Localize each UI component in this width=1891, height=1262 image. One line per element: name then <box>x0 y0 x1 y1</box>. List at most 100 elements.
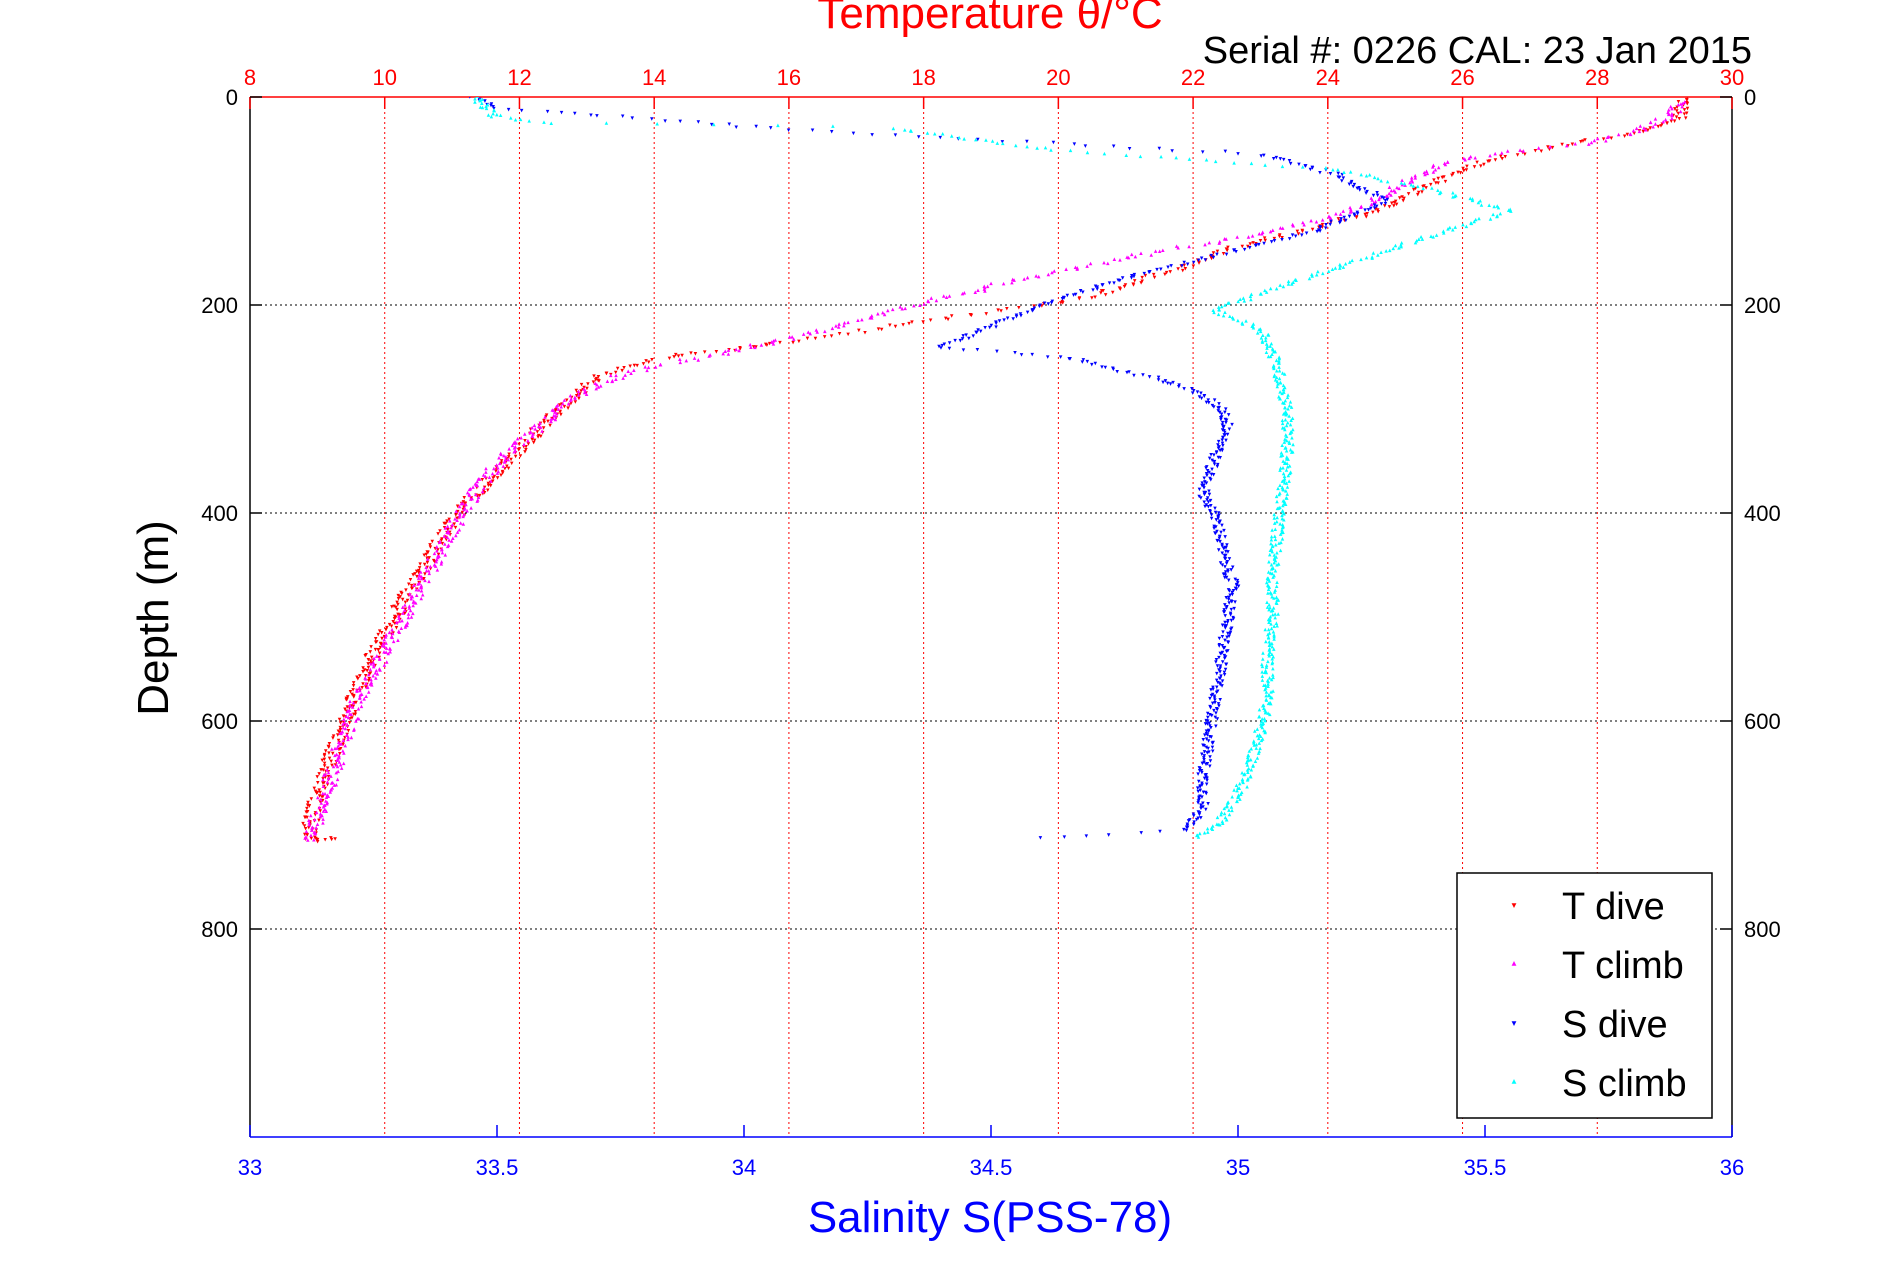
data-point <box>1095 287 1100 291</box>
data-point <box>1387 248 1392 253</box>
data-point <box>984 312 989 316</box>
data-point <box>1151 272 1156 277</box>
data-point <box>1336 171 1341 176</box>
data-point <box>416 570 421 575</box>
data-point <box>383 635 388 639</box>
data-point <box>1209 693 1214 698</box>
data-point <box>693 352 698 356</box>
salinity-tick-label: 34 <box>732 1155 756 1180</box>
series-s-climb <box>473 97 1513 839</box>
data-point <box>1214 451 1219 455</box>
data-point <box>480 477 485 482</box>
data-point <box>823 329 827 334</box>
data-point <box>334 752 339 757</box>
data-point <box>726 348 731 352</box>
data-point <box>1247 749 1252 753</box>
data-point <box>478 98 482 103</box>
data-point <box>1370 198 1374 202</box>
data-point <box>1244 319 1248 323</box>
data-point <box>1242 299 1247 303</box>
data-point <box>425 557 430 561</box>
data-point <box>337 717 342 722</box>
data-point <box>975 330 979 335</box>
data-point <box>1210 827 1215 832</box>
data-point <box>1262 683 1266 688</box>
data-point <box>1359 172 1363 177</box>
data-point <box>1468 154 1473 159</box>
data-point <box>1049 148 1053 152</box>
data-point <box>1229 568 1233 572</box>
data-point <box>523 439 527 443</box>
data-point <box>458 521 463 525</box>
chart-title: Temperature θ/°C <box>817 0 1162 38</box>
data-point <box>338 731 343 736</box>
data-point <box>1296 232 1301 236</box>
data-point <box>1277 369 1282 373</box>
data-point <box>454 509 458 513</box>
data-point <box>475 479 480 484</box>
data-point <box>1230 422 1234 427</box>
data-point <box>1147 270 1151 275</box>
data-point <box>1350 258 1354 263</box>
data-point <box>1267 552 1272 557</box>
data-point <box>1032 304 1036 308</box>
data-point <box>1349 181 1354 185</box>
data-point <box>1420 237 1425 241</box>
data-point <box>406 615 411 620</box>
data-point <box>983 325 987 330</box>
data-point <box>1220 544 1224 548</box>
data-point <box>436 552 441 557</box>
data-point <box>1240 322 1245 326</box>
data-point <box>1579 140 1583 144</box>
data-point <box>336 744 340 748</box>
data-point <box>414 587 419 592</box>
data-point <box>408 608 413 613</box>
data-point <box>1043 145 1048 150</box>
data-point <box>498 451 503 456</box>
data-point <box>530 434 535 438</box>
data-point <box>1632 131 1636 136</box>
data-point <box>568 393 573 398</box>
data-point <box>994 325 998 329</box>
data-point <box>1224 421 1228 425</box>
data-point <box>1207 489 1211 493</box>
data-point <box>446 543 451 547</box>
data-point <box>985 284 990 289</box>
data-point <box>1478 198 1482 203</box>
data-point <box>1473 217 1478 222</box>
data-point <box>1421 186 1425 191</box>
data-point <box>1399 244 1404 249</box>
data-point <box>586 382 590 386</box>
data-point <box>1288 400 1293 404</box>
data-point <box>1236 152 1240 156</box>
data-point <box>976 288 980 293</box>
data-point <box>372 656 376 660</box>
data-point <box>941 294 946 298</box>
data-point <box>829 334 834 338</box>
data-point <box>1222 528 1226 533</box>
data-point <box>708 353 712 357</box>
data-point <box>546 419 550 424</box>
data-point <box>1496 205 1501 210</box>
data-point <box>1013 351 1017 355</box>
data-point <box>519 108 524 113</box>
data-point <box>1285 455 1289 459</box>
data-point <box>1473 155 1477 160</box>
data-point <box>1267 602 1271 607</box>
data-point <box>1062 835 1067 839</box>
data-point <box>325 766 330 771</box>
data-point <box>1385 197 1390 202</box>
data-point <box>369 677 373 682</box>
data-point <box>1118 287 1123 291</box>
data-point <box>366 690 371 694</box>
data-point <box>1081 358 1086 362</box>
data-point <box>1280 418 1285 423</box>
data-point <box>604 371 609 375</box>
data-point <box>1267 631 1272 635</box>
data-point <box>403 600 408 605</box>
data-point <box>1263 710 1268 715</box>
data-point <box>1472 219 1476 224</box>
data-point <box>1209 256 1214 261</box>
data-point <box>1293 234 1298 238</box>
